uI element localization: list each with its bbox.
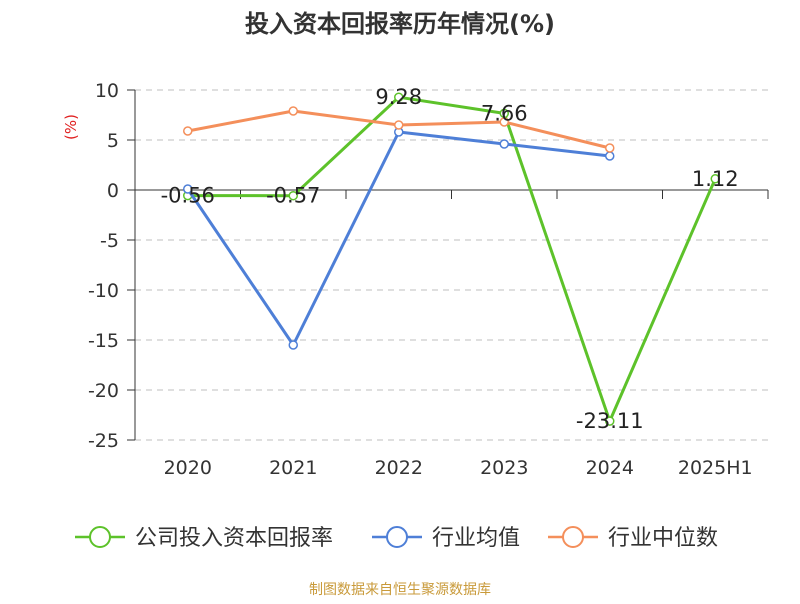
y-tick-label: 10 — [95, 80, 119, 102]
data-label: 9.28 — [375, 85, 422, 109]
x-tick-label: 2022 — [375, 457, 423, 479]
legend-item: 行业均值 — [372, 526, 520, 551]
series-lines — [183, 92, 720, 426]
legend-item: 行业中位数 — [548, 526, 718, 551]
legend: 公司投入资本回报率 行业均值 行业中位数 — [75, 526, 718, 551]
legend-swatch-marker — [89, 526, 111, 548]
y-tick-label: -25 — [88, 430, 119, 452]
data-point — [183, 184, 193, 194]
data-point — [605, 143, 615, 153]
data-point — [394, 120, 404, 130]
y-tick-label: 5 — [107, 130, 119, 152]
x-tick-label: 2023 — [480, 457, 528, 479]
data-point — [288, 106, 298, 116]
legend-swatch-marker — [386, 526, 408, 548]
x-tick-label: 2021 — [269, 457, 317, 479]
legend-label: 行业均值 — [432, 526, 520, 551]
data-point — [605, 416, 615, 426]
y-tick-label: -10 — [88, 280, 119, 302]
data-label: 1.12 — [692, 167, 739, 191]
x-tick-label: 2024 — [586, 457, 634, 479]
y-tick-label: -15 — [88, 330, 119, 352]
data-label: -23.11 — [576, 409, 644, 433]
data-label: -0.56 — [161, 184, 215, 208]
y-tick-label: -20 — [88, 380, 119, 402]
data-point — [394, 92, 404, 102]
data-labels: -0.56 -0.57 9.28 7.66 -23.11 1.12 — [161, 85, 739, 433]
legend-label: 行业中位数 — [608, 526, 718, 551]
chart-title: 投入资本回报率历年情况(%) — [245, 10, 555, 38]
legend-swatch-marker — [562, 526, 584, 548]
y-axis-label: (%) — [62, 114, 80, 140]
data-point — [183, 126, 193, 136]
source-note: 制图数据来自恒生聚源数据库 — [309, 582, 491, 598]
axes: 10 5 0 -5 -10 -15 -20 -25 2020 2021 2022 2023 2024 20… — [88, 80, 769, 479]
data-point — [288, 190, 298, 201]
data-point — [710, 174, 720, 184]
series-group — [183, 127, 615, 350]
y-tick-label: 0 — [107, 180, 119, 202]
series-group — [183, 92, 720, 426]
grid-lines — [135, 89, 768, 441]
x-tick-label: 2025H1 — [678, 457, 753, 479]
legend-label: 公司投入资本回报率 — [135, 526, 333, 551]
data-label: -0.57 — [266, 184, 320, 208]
data-point — [605, 151, 615, 161]
data-point — [499, 139, 509, 149]
series-line — [187, 95, 717, 423]
series-group — [183, 106, 615, 153]
y-tick-label: -5 — [100, 230, 119, 252]
data-point — [288, 340, 298, 350]
data-label: 7.66 — [481, 101, 528, 125]
data-point — [499, 117, 509, 127]
x-tick-label: 2020 — [164, 457, 212, 479]
legend-item: 公司投入资本回报率 — [75, 526, 333, 551]
